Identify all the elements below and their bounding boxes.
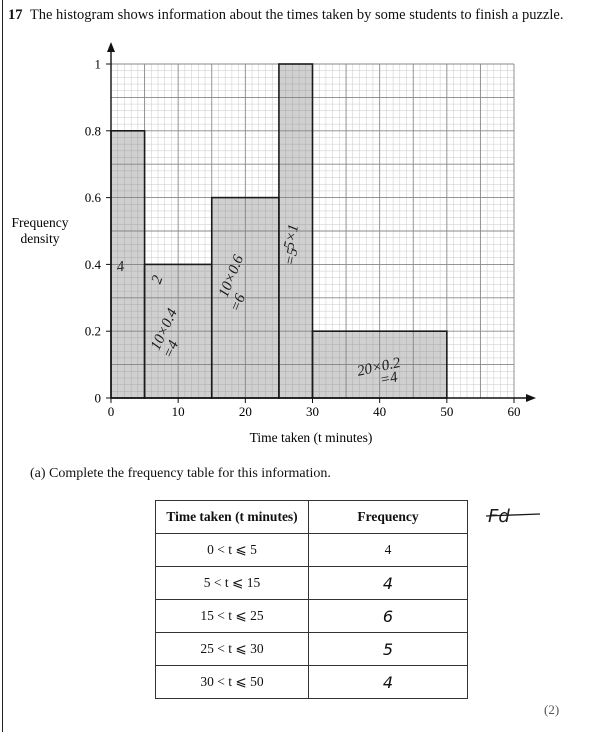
- annotation-text: 5×1: [281, 223, 302, 251]
- handwritten-side-note: Fd: [485, 506, 541, 527]
- question-number: 17: [8, 7, 23, 23]
- part-a-label: (a): [30, 466, 46, 481]
- frequency-cell[interactable]: 4: [308, 533, 468, 567]
- table-row: 30 < t ⩽ 50 4: [155, 665, 468, 699]
- annotation-text: =4: [160, 338, 182, 361]
- x-tick-label: 40: [373, 404, 386, 419]
- table-row: 15 < t ⩽ 25 6: [155, 599, 468, 633]
- interval-cell: 5 < t ⩽ 15: [155, 566, 309, 600]
- x-tick-label: 0: [108, 404, 115, 419]
- marks-allocation: (2): [544, 702, 560, 717]
- y-tick-label: 0.2: [85, 324, 101, 339]
- frequency-table: Time taken (t minutes) Frequency 0 < t ⩽…: [155, 500, 468, 699]
- part-a-text: Complete the frequency table for this in…: [49, 466, 331, 481]
- histogram-bar: [110, 130, 146, 399]
- annotation-text: =6: [228, 291, 250, 314]
- histogram-bar: [311, 330, 448, 399]
- frequency-cell[interactable]: 6: [308, 599, 468, 633]
- y-tick-label: 0: [95, 391, 102, 406]
- histogram-bar: [278, 63, 314, 399]
- annotation-text: =5: [282, 246, 301, 267]
- interval-cell: 15 < t ⩽ 25: [155, 599, 309, 633]
- header-frequency: Frequency: [308, 500, 468, 534]
- chart-axes: [107, 42, 536, 402]
- table-row: 0 < t ⩽ 5 4: [155, 533, 468, 567]
- page-border-line: [2, 0, 3, 732]
- histogram-bar: [143, 263, 213, 399]
- frequency-cell[interactable]: 4: [308, 665, 468, 699]
- x-tick-label: 20: [239, 404, 252, 419]
- chart-bars: [110, 63, 448, 399]
- x-tick-label: 60: [508, 404, 521, 419]
- y-tick-label: 0.8: [85, 123, 101, 138]
- part-a-prompt: (a) Complete the frequency table for thi…: [30, 466, 331, 482]
- interval-cell: 0 < t ⩽ 5: [155, 533, 309, 567]
- histogram-bar: [210, 196, 280, 399]
- x-axis-label: Time taken (t minutes): [250, 430, 373, 445]
- y-axis-ticks: 0 0.2 0.4 0.6 0.8 1: [85, 57, 111, 406]
- frequency-cell[interactable]: 4: [308, 566, 468, 600]
- interval-cell: 30 < t ⩽ 50: [155, 665, 309, 699]
- annotation-text: =4: [379, 369, 400, 388]
- y-tick-label: 0.4: [85, 257, 102, 272]
- y-axis-label-line2: density: [21, 231, 60, 246]
- x-axis-arrow: [526, 394, 536, 402]
- annotation-text: 4: [116, 259, 126, 276]
- histogram-chart: 0 10 20 30 40 50 60 0 0.2 0.4 0.6 0.8 1 Time taken …: [12, 42, 536, 445]
- x-tick-label: 30: [306, 404, 319, 419]
- y-tick-label: 0.6: [85, 190, 102, 205]
- side-note-text: Fd: [488, 506, 510, 527]
- question-text: The histogram shows information about th…: [29, 7, 564, 23]
- x-tick-label: 10: [172, 404, 185, 419]
- question-stem: 17 The histogram shows information about…: [8, 7, 563, 24]
- x-tick-label: 50: [440, 404, 453, 419]
- y-tick-label: 1: [95, 57, 102, 72]
- frequency-cell[interactable]: 5: [308, 632, 468, 666]
- header-time-taken: Time taken (t minutes): [155, 500, 309, 534]
- y-axis-label-line1: Frequency: [12, 215, 69, 230]
- interval-cell: 25 < t ⩽ 30: [155, 632, 309, 666]
- y-axis-arrow: [107, 42, 115, 52]
- table-header-row: Time taken (t minutes) Frequency: [155, 500, 468, 534]
- table-row: 5 < t ⩽ 15 4: [155, 566, 468, 600]
- x-axis-ticks: 0 10 20 30 40 50 60: [108, 398, 521, 419]
- table-row: 25 < t ⩽ 30 5: [155, 632, 468, 666]
